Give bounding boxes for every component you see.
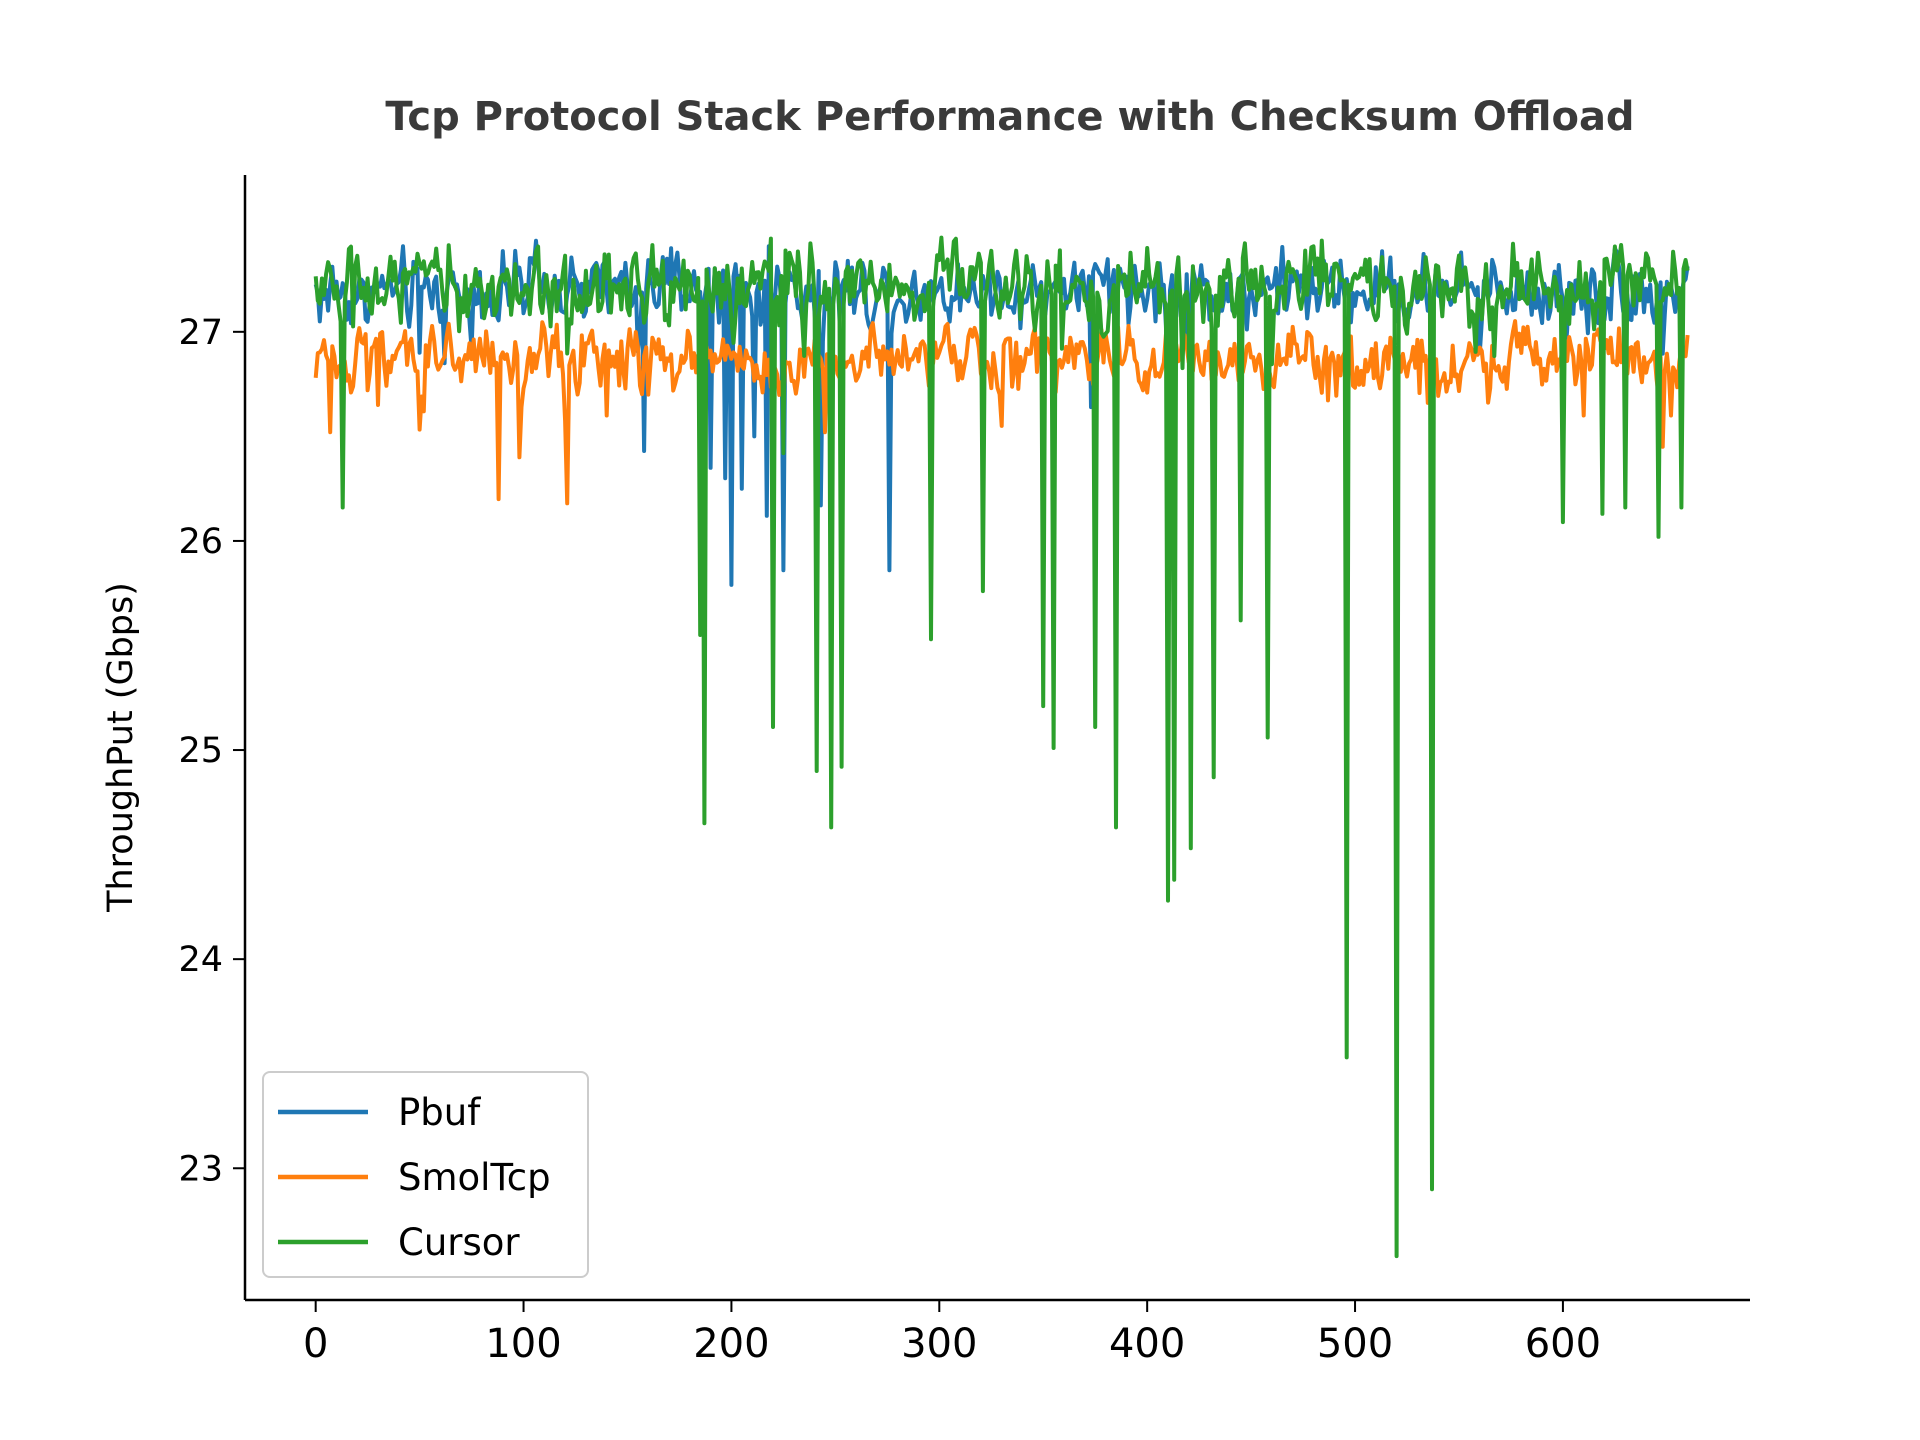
axes: 0 100 200 300 400 500 600 23 24 25 26 27 bbox=[178, 175, 1750, 1367]
y-tick-label-25: 25 bbox=[178, 731, 223, 771]
legend-label-smoltcp: SmolTcp bbox=[398, 1156, 551, 1199]
series-line-cursor bbox=[313, 235, 1690, 1259]
y-tick-label-26: 26 bbox=[178, 522, 223, 562]
x-tick-label-0: 0 bbox=[303, 1321, 328, 1367]
plot-area bbox=[313, 235, 1690, 1259]
series-line-smoltcp bbox=[313, 319, 1690, 506]
legend: Pbuf SmolTcp Cursor bbox=[262, 1071, 589, 1278]
x-tick-label-300: 300 bbox=[901, 1321, 977, 1367]
legend-label-pbuf: Pbuf bbox=[398, 1091, 481, 1134]
x-tick-label-500: 500 bbox=[1317, 1321, 1393, 1367]
x-tick-label-400: 400 bbox=[1109, 1321, 1185, 1367]
legend-label-cursor: Cursor bbox=[398, 1221, 520, 1264]
y-tick-label-23: 23 bbox=[178, 1149, 223, 1189]
x-tick-label-200: 200 bbox=[693, 1321, 769, 1367]
chart-title: Tcp Protocol Stack Performance with Chec… bbox=[385, 94, 1634, 140]
y-axis-label: ThroughPut (Gbps) bbox=[101, 582, 141, 913]
y-tick-label-24: 24 bbox=[178, 940, 223, 980]
y-tick-label-27: 27 bbox=[178, 313, 223, 353]
x-tick-label-600: 600 bbox=[1525, 1321, 1601, 1367]
legend-box bbox=[262, 1071, 589, 1278]
x-tick-label-100: 100 bbox=[485, 1321, 561, 1367]
